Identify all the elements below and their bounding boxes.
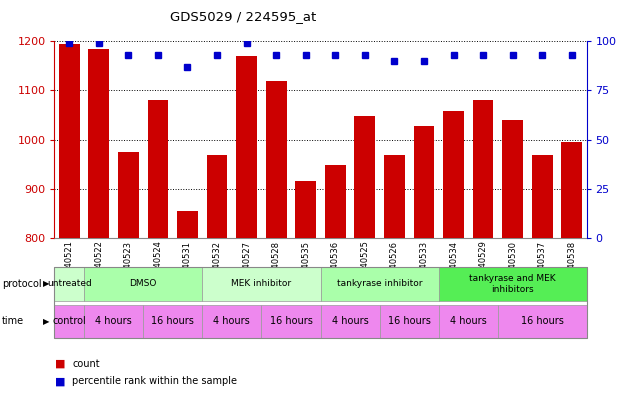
Text: 16 hours: 16 hours xyxy=(520,316,563,326)
Bar xyxy=(177,211,198,238)
Text: 4 hours: 4 hours xyxy=(450,316,487,326)
Text: ▶: ▶ xyxy=(43,317,49,326)
Bar xyxy=(472,100,494,238)
Bar xyxy=(354,116,375,238)
Text: percentile rank within the sample: percentile rank within the sample xyxy=(72,376,237,386)
Bar xyxy=(325,165,345,238)
Text: protocol: protocol xyxy=(2,279,42,289)
Text: untreated: untreated xyxy=(47,279,92,288)
Bar xyxy=(266,81,287,238)
Bar xyxy=(413,126,435,238)
Text: control: control xyxy=(53,316,86,326)
Bar xyxy=(384,155,404,238)
Text: count: count xyxy=(72,358,100,369)
Bar xyxy=(88,49,109,238)
Text: time: time xyxy=(2,316,24,326)
Bar xyxy=(443,111,464,238)
Bar xyxy=(147,100,169,238)
Text: GDS5029 / 224595_at: GDS5029 / 224595_at xyxy=(171,10,317,23)
Text: DMSO: DMSO xyxy=(129,279,157,288)
Bar xyxy=(562,142,582,238)
Text: tankyrase inhibitor: tankyrase inhibitor xyxy=(337,279,422,288)
Text: ■: ■ xyxy=(54,376,65,386)
Bar xyxy=(206,155,228,238)
Text: 16 hours: 16 hours xyxy=(269,316,312,326)
Text: MEK inhibitor: MEK inhibitor xyxy=(231,279,292,288)
Text: tankyrase and MEK
inhibitors: tankyrase and MEK inhibitors xyxy=(469,274,556,294)
Bar xyxy=(503,120,523,238)
Text: 16 hours: 16 hours xyxy=(388,316,431,326)
Text: 4 hours: 4 hours xyxy=(96,316,132,326)
Bar xyxy=(118,152,138,238)
Bar xyxy=(532,155,553,238)
Bar xyxy=(59,44,79,238)
Text: ■: ■ xyxy=(54,358,65,369)
Text: ▶: ▶ xyxy=(43,279,49,288)
Text: 4 hours: 4 hours xyxy=(213,316,250,326)
Text: 4 hours: 4 hours xyxy=(331,316,369,326)
Text: 16 hours: 16 hours xyxy=(151,316,194,326)
Bar xyxy=(296,181,316,238)
Bar xyxy=(237,56,257,238)
